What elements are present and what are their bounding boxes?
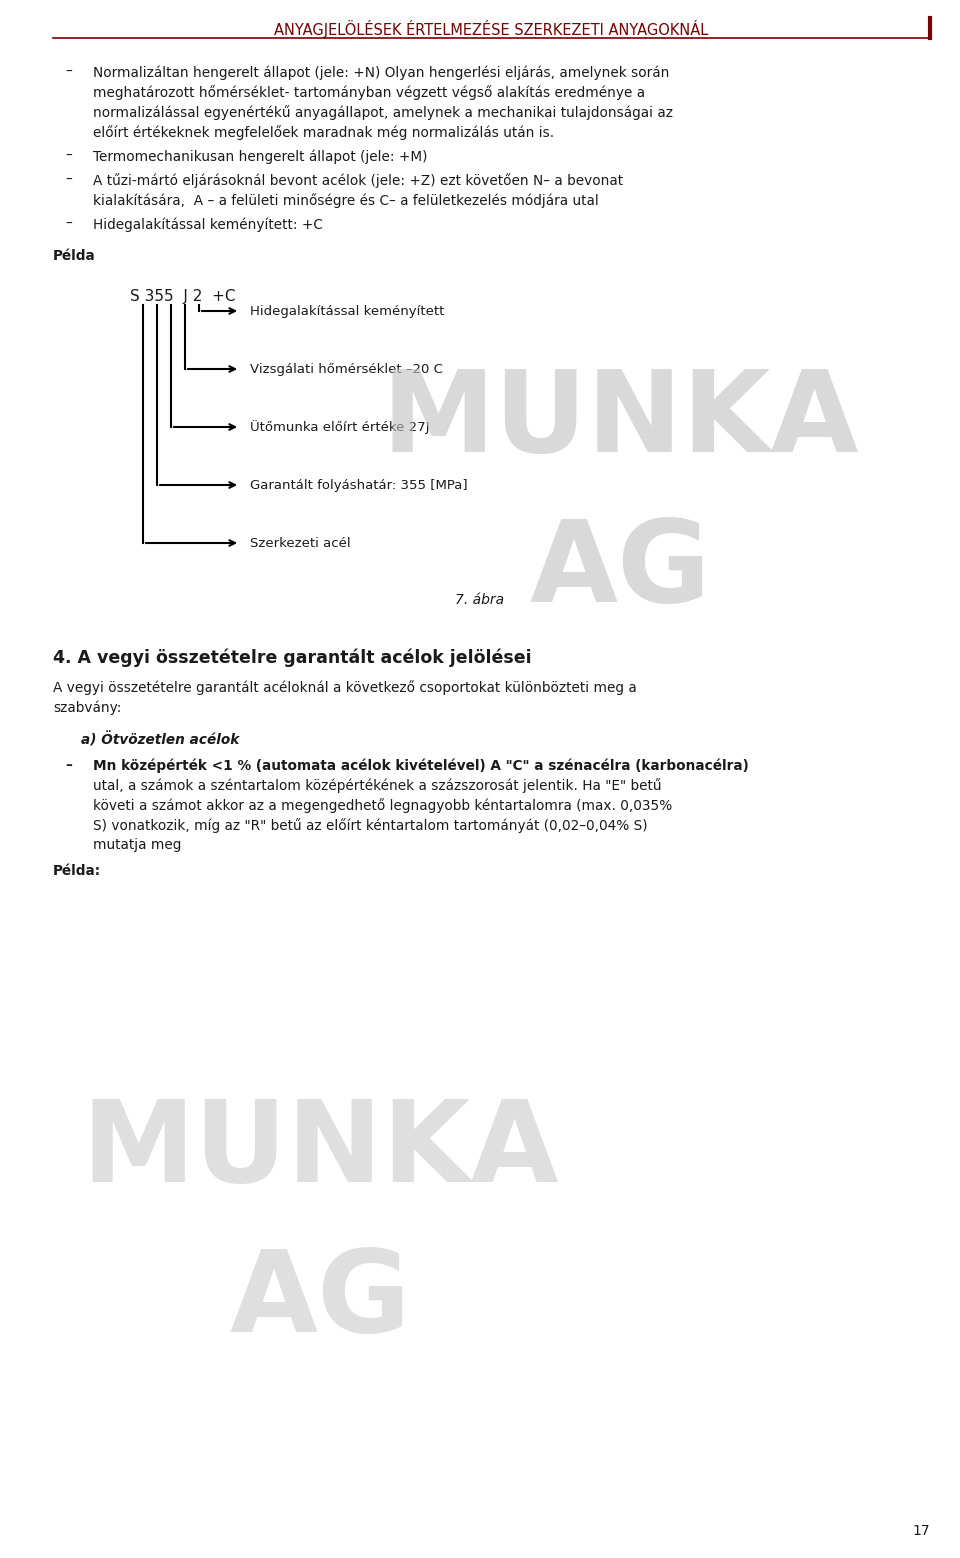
Text: –: – bbox=[65, 217, 72, 231]
Text: Mn középérték <1 % (automata acélok kivételével) A "C" a szénacélra (karbonacélr: Mn középérték <1 % (automata acélok kivé… bbox=[93, 759, 749, 773]
Text: –: – bbox=[65, 65, 72, 79]
Text: Hidegalakítással keményített: Hidegalakítással keményített bbox=[250, 304, 444, 318]
Text: Vizsgálati hőmérséklet –20 C: Vizsgálati hőmérséklet –20 C bbox=[250, 363, 443, 375]
Text: 17: 17 bbox=[912, 1524, 930, 1538]
Text: meghatározott hőmérséklet- tartományban végzett végső alakítás eredménye a: meghatározott hőmérséklet- tartományban … bbox=[93, 86, 645, 100]
Text: mutatja meg: mutatja meg bbox=[93, 838, 181, 852]
Text: Példa:: Példa: bbox=[53, 865, 101, 879]
Text: –: – bbox=[65, 173, 72, 187]
Text: –: – bbox=[65, 150, 72, 164]
Text: kialakítására,  A – a felületi minőségre és C– a felületkezelés módjára utal: kialakítására, A – a felületi minőségre … bbox=[93, 193, 599, 207]
Text: MUNKA: MUNKA bbox=[82, 1095, 559, 1206]
Text: Garantált folyáshatár: 355 [MPa]: Garantált folyáshatár: 355 [MPa] bbox=[250, 478, 468, 491]
Text: S 355  J 2  +C: S 355 J 2 +C bbox=[130, 288, 235, 304]
Text: S) vonatkozik, míg az "R" betű az előírt kéntartalom tartományát (0,02–0,04% S): S) vonatkozik, míg az "R" betű az előírt… bbox=[93, 818, 648, 834]
Text: Ütőmunka előírt értéke 27J: Ütőmunka előírt értéke 27J bbox=[250, 421, 429, 435]
Text: követi a számot akkor az a megengedhető legnagyobb kéntartalomra (max. 0,035%: követi a számot akkor az a megengedhető … bbox=[93, 798, 672, 813]
Text: AG: AG bbox=[529, 514, 710, 625]
Text: szabvány:: szabvány: bbox=[53, 700, 121, 715]
Text: MUNKA: MUNKA bbox=[381, 365, 859, 475]
Text: a) Ötvözetlen acélok: a) Ötvözetlen acélok bbox=[81, 732, 239, 748]
Text: utal, a számok a széntartalom középértékének a százszorosát jelentik. Ha "E" bet: utal, a számok a széntartalom középérték… bbox=[93, 777, 661, 793]
Text: AG: AG bbox=[229, 1245, 411, 1355]
Text: Hidegalakítással keményített: +C: Hidegalakítással keményített: +C bbox=[93, 217, 323, 232]
Text: 4. A vegyi összetételre garantált acélok jelölései: 4. A vegyi összetételre garantált acélok… bbox=[53, 648, 532, 667]
Text: normalizálással egyenértékű anyagállapot, amelynek a mechanikai tulajdonságai az: normalizálással egyenértékű anyagállapot… bbox=[93, 104, 673, 120]
Text: ANYAGJELÖLÉSEK ÉRTELMEZÉSE SZERKEZETI ANYAGOKNÁL: ANYAGJELÖLÉSEK ÉRTELMEZÉSE SZERKEZETI AN… bbox=[275, 20, 708, 37]
Text: Szerkezeti acél: Szerkezeti acél bbox=[250, 536, 350, 550]
Text: A vegyi összetételre garantált acéloknál a következő csoportokat különbözteti me: A vegyi összetételre garantált acéloknál… bbox=[53, 679, 636, 695]
Text: előírt értékeknek megfelelőek maradnak még normalizálás után is.: előírt értékeknek megfelelőek maradnak m… bbox=[93, 125, 554, 140]
Text: 7. ábra: 7. ábra bbox=[455, 594, 505, 608]
Text: Termomechanikusan hengerelt állapot (jele: +M): Termomechanikusan hengerelt állapot (jel… bbox=[93, 150, 427, 164]
Text: A tűzi-mártó eljárásoknál bevont acélok (jele: +Z) ezt követően N– a bevonat: A tűzi-mártó eljárásoknál bevont acélok … bbox=[93, 173, 623, 189]
Text: Példa: Példa bbox=[53, 249, 96, 263]
Text: Normalizáltan hengerelt állapot (jele: +N) Olyan hengerlési eljárás, amelynek so: Normalizáltan hengerelt állapot (jele: +… bbox=[93, 65, 669, 79]
Text: –: – bbox=[65, 759, 72, 773]
